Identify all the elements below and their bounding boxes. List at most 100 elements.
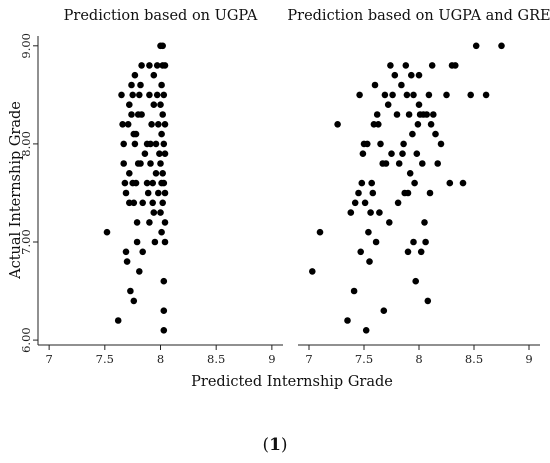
data-point <box>131 71 139 79</box>
y-tick-label: 6.00 <box>19 327 33 353</box>
data-point <box>400 140 407 148</box>
data-point <box>158 81 165 89</box>
data-point <box>160 327 168 334</box>
data-point <box>119 121 126 128</box>
data-point <box>160 307 168 315</box>
x-tick-label: 7.5 <box>96 352 114 366</box>
x-axis-label: Predicted Internship Grade <box>191 374 393 390</box>
data-point <box>437 140 445 148</box>
data-point <box>137 81 144 89</box>
data-point <box>159 170 166 177</box>
data-point <box>361 199 369 207</box>
data-point <box>421 219 428 226</box>
data-point <box>373 111 381 118</box>
data-point <box>159 199 166 207</box>
data-point <box>153 91 161 99</box>
data-point <box>150 209 158 216</box>
data-point <box>147 140 154 148</box>
data-point <box>387 62 394 69</box>
data-point <box>498 42 505 50</box>
data-point <box>443 91 450 99</box>
data-point <box>139 199 146 207</box>
data-point <box>382 160 390 167</box>
data-point <box>122 248 130 256</box>
data-point <box>133 238 141 246</box>
data-point <box>157 101 164 108</box>
data-point <box>146 91 153 99</box>
data-point <box>160 277 168 285</box>
data-point <box>413 150 421 157</box>
data-point <box>129 91 136 99</box>
data-point <box>160 91 168 99</box>
data-point <box>136 91 143 99</box>
data-point <box>157 160 164 167</box>
data-point <box>121 179 129 187</box>
y-tick-label: 7.00 <box>19 229 33 255</box>
panel-title: Prediction based on UGPA and GRE <box>287 8 550 24</box>
data-point <box>132 179 140 187</box>
data-point <box>149 199 156 207</box>
x-tick-label: 7.5 <box>355 352 373 366</box>
data-point <box>160 140 168 148</box>
data-point <box>309 268 316 275</box>
data-point <box>415 101 423 108</box>
data-point <box>152 140 160 148</box>
data-point <box>376 209 383 216</box>
data-point <box>126 170 133 177</box>
data-point <box>419 160 426 167</box>
data-point <box>123 258 131 265</box>
x-tick-label: 8.5 <box>207 352 225 366</box>
data-point <box>136 268 143 275</box>
data-point <box>133 219 141 226</box>
data-point <box>432 130 439 138</box>
data-point <box>149 179 156 187</box>
data-point <box>425 91 433 99</box>
data-point <box>148 121 155 128</box>
data-point <box>131 140 139 148</box>
data-point <box>362 327 370 334</box>
data-point <box>414 121 422 128</box>
data-point <box>359 150 367 157</box>
data-point <box>434 160 442 167</box>
data-point <box>158 228 165 236</box>
data-point <box>161 121 169 128</box>
data-point <box>158 130 165 138</box>
data-point <box>467 91 475 99</box>
data-point <box>141 150 149 157</box>
data-point <box>151 238 159 246</box>
data-point <box>130 199 138 207</box>
x-tick-label: 7 <box>45 352 52 366</box>
data-point <box>160 179 168 187</box>
data-point <box>120 160 127 167</box>
data-point <box>393 111 401 118</box>
data-point <box>350 287 358 295</box>
data-point <box>137 160 144 167</box>
x-tick-label: 9 <box>525 352 532 366</box>
data-point <box>423 111 431 118</box>
data-point <box>399 150 406 157</box>
data-point <box>334 121 341 128</box>
y-tick-label: 8.00 <box>19 131 33 157</box>
data-point <box>103 228 111 236</box>
data-point <box>138 111 145 118</box>
data-point <box>410 91 417 99</box>
panel-ugpa: Prediction based on UGPA 7 7.5 8 8.5 9 6.00 7.0… <box>19 8 283 366</box>
data-point <box>150 71 158 79</box>
data-point <box>144 189 152 197</box>
data-point <box>124 121 132 128</box>
data-point <box>452 62 459 69</box>
data-point <box>156 150 163 157</box>
data-point <box>139 248 146 256</box>
data-point <box>482 91 490 99</box>
data-point <box>402 62 410 69</box>
data-point <box>375 121 382 128</box>
figure-caption: (1) <box>262 435 288 455</box>
data-point <box>372 238 380 246</box>
data-point <box>161 238 169 246</box>
panel-ugpa-gre: Prediction based on UGPA and GRE 7 7.5 8 8.5… <box>287 8 550 366</box>
data-point <box>459 179 467 187</box>
data-point <box>161 62 169 69</box>
data-point <box>130 297 138 305</box>
data-point <box>155 121 162 128</box>
panel-title: Prediction based on UGPA <box>64 8 258 24</box>
